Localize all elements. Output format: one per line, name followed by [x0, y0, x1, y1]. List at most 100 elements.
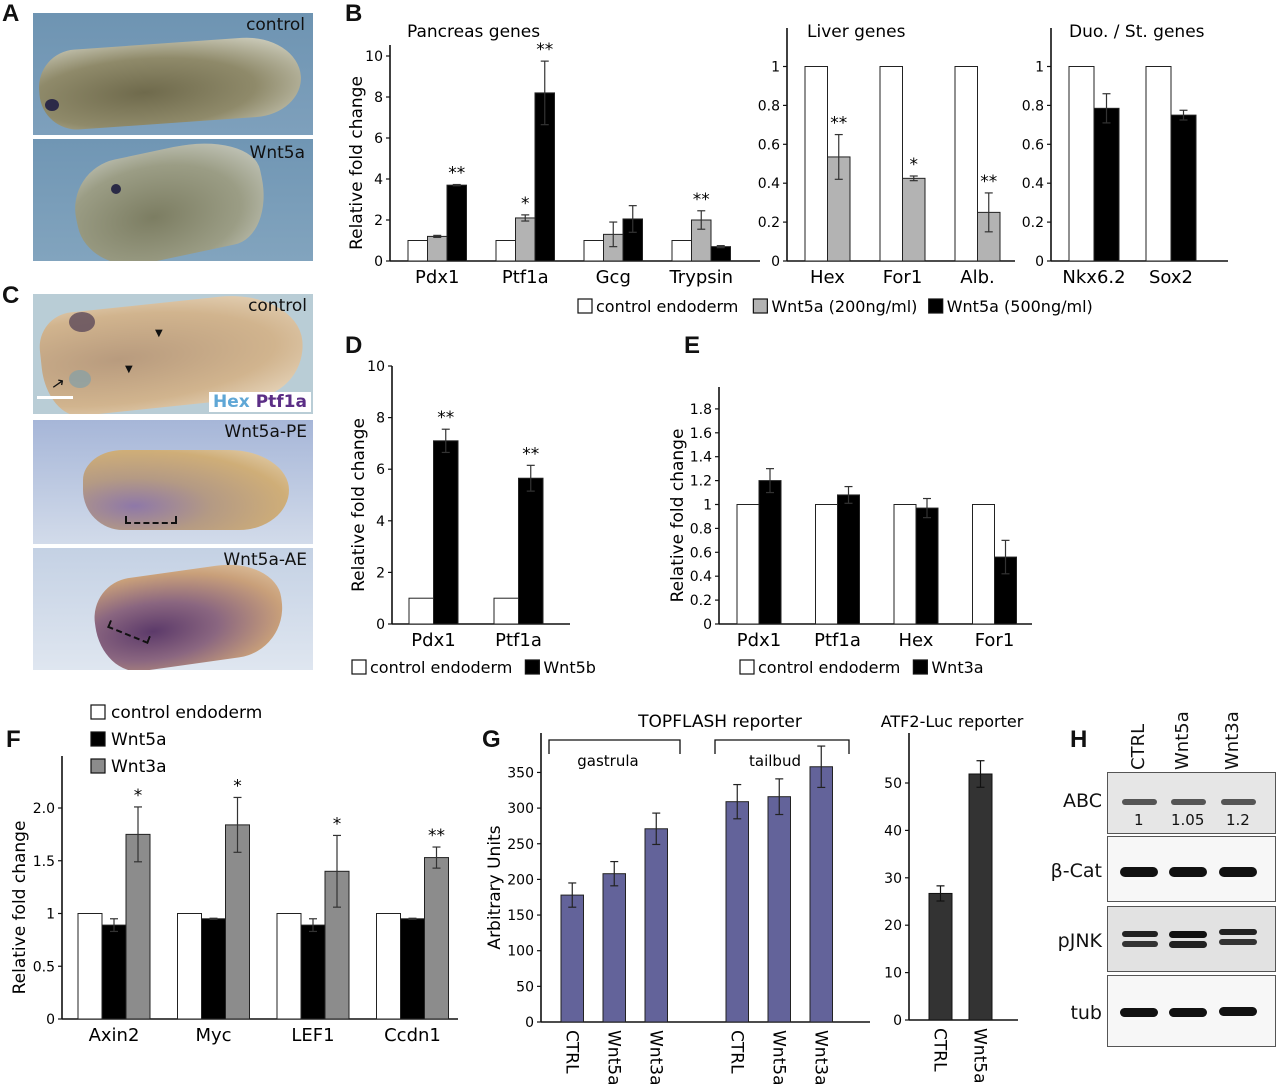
band [1219, 1007, 1257, 1016]
y-tick-label: 1.4 [690, 450, 712, 466]
eye-spot [45, 99, 59, 111]
band [1122, 941, 1158, 947]
panel-letter-h: H [1070, 726, 1088, 753]
bar [879, 66, 903, 262]
y-tick-label: 0 [1035, 254, 1044, 270]
legend-swatch [90, 704, 106, 720]
x-tick-label: Wnt3a [810, 1030, 830, 1085]
band [1169, 931, 1207, 938]
eye-spot [111, 184, 121, 194]
bar [804, 66, 828, 262]
legend-swatch [351, 659, 367, 675]
significance-marker: * [333, 814, 342, 834]
legend-label: control endoderm [370, 658, 512, 677]
bar [1145, 66, 1172, 262]
x-tick-label: Axin2 [89, 1025, 140, 1046]
y-tick-label: 0 [376, 617, 385, 633]
blot-beta-cat [1107, 836, 1276, 902]
x-tick-label: CTRL [561, 1030, 581, 1074]
ish-photo-control: → ▼ ▼ control Hex Ptf1a [33, 294, 313, 414]
y-tick-label: 10 [884, 966, 902, 982]
y-tick-label: 50 [884, 776, 902, 792]
bar [767, 796, 791, 1023]
significance-marker: ** [437, 408, 454, 428]
significance-marker: ** [448, 164, 465, 184]
bar [77, 913, 103, 1020]
x-tick-label: Pdx1 [737, 630, 781, 651]
bar [427, 235, 448, 262]
blot-row-label: ABC [1063, 790, 1102, 812]
x-tick-label: CTRL [726, 1030, 746, 1074]
y-tick-label: 2 [376, 565, 385, 581]
bar [644, 828, 668, 1023]
legend-label: control endoderm [758, 658, 900, 677]
panel-letter-d: D [345, 332, 363, 359]
arrowhead-icon: ▼ [125, 364, 133, 375]
significance-marker: * [233, 776, 242, 796]
embryo-shape [83, 450, 289, 530]
photo-label: control [246, 15, 305, 35]
y-tick-label: 0.4 [1022, 176, 1044, 192]
y-tick-label: 0.8 [690, 521, 712, 537]
group-bracket [714, 739, 850, 754]
chart-title: Liver genes [807, 22, 906, 42]
bar [815, 504, 838, 625]
band [1219, 929, 1257, 935]
bar [1068, 66, 1095, 262]
x-tick-label: Pdx1 [415, 267, 459, 288]
embryo-photo-wnt5a-a: Wnt5a [33, 139, 313, 261]
y-tick-label: 0.4 [758, 176, 780, 192]
stain-label-hex: Hex [213, 392, 250, 412]
y-tick-label: 0 [893, 1013, 902, 1029]
stain-spot [69, 312, 95, 332]
bar [177, 913, 202, 1020]
embryo-photo-control-a: control [33, 13, 313, 135]
bar [446, 184, 467, 262]
group-bracket [548, 739, 681, 754]
group-label: tailbud [749, 752, 801, 770]
bar [837, 494, 860, 625]
legend-swatch [912, 659, 928, 675]
y-tick-label: 250 [507, 837, 534, 853]
legend-label: Wnt5a (200ng/ml) [771, 297, 917, 316]
bar [954, 66, 978, 262]
significance-marker: * [134, 786, 143, 806]
x-tick-label: LEF1 [291, 1025, 334, 1046]
bar [928, 892, 953, 1021]
y-tick-label: 1.8 [690, 402, 712, 418]
legend-swatch [928, 298, 944, 314]
y-tick-label: 0.6 [690, 545, 712, 561]
legend-label: control endoderm [111, 703, 262, 723]
x-tick-label: Hex [810, 267, 845, 288]
panel-letter-b: B [345, 0, 363, 27]
x-tick-label: Wnt3a [645, 1030, 665, 1085]
panel-letter-e: E [684, 332, 701, 359]
y-tick-label: 0.2 [690, 593, 712, 609]
panel-letter-f: F [6, 726, 21, 753]
blot-abc: 1 1.05 1.2 [1107, 772, 1276, 834]
y-tick-label: 50 [516, 979, 534, 995]
y-tick-label: 0.8 [758, 98, 780, 114]
bar [407, 240, 428, 262]
chart-title: TOPFLASH reporter [637, 712, 802, 732]
quant-value: 1 [1134, 811, 1144, 829]
y-tick-label: 2.0 [33, 801, 55, 817]
y-tick-label: 0 [46, 1012, 55, 1028]
x-tick-label: Trypsin [668, 267, 733, 288]
significance-marker: ** [830, 114, 847, 134]
lane-label: CTRL [1128, 723, 1149, 770]
bar [376, 913, 401, 1020]
y-tick-label: 1 [46, 907, 55, 923]
chart-title: Duo. / St. genes [1069, 22, 1205, 42]
band [1120, 867, 1158, 877]
y-tick-label: 0.6 [758, 137, 780, 153]
bar [518, 477, 544, 625]
blot-tubulin [1107, 975, 1276, 1047]
y-tick-label: 0.2 [758, 215, 780, 231]
photo-label: Wnt5a-PE [224, 422, 307, 442]
x-tick-label: For1 [975, 630, 1015, 651]
band [1122, 931, 1158, 937]
bar [101, 924, 127, 1020]
bracket-mark [125, 516, 177, 524]
significance-marker: ** [980, 172, 997, 192]
